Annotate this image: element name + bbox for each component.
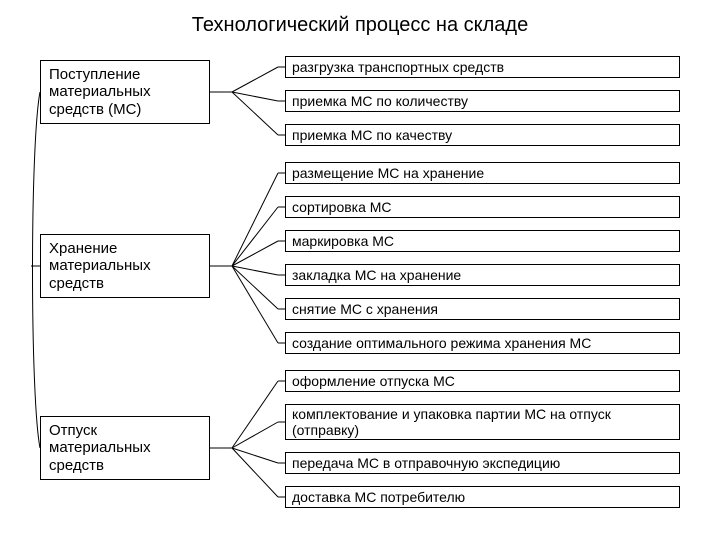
i13: доставка МС потребителю (285, 486, 680, 508)
i1: разгрузка транспортных средств (285, 56, 680, 78)
stage-label: Хранение материальных средств (49, 240, 201, 292)
item-label: доставка МС потребителю (292, 489, 465, 505)
item-label: разгрузка транспортных средств (292, 59, 504, 75)
i10: оформление отпуска МС (285, 370, 680, 392)
stage-storage: Хранение материальных средств (40, 234, 210, 298)
i2: приемка МС по количеству (285, 90, 680, 112)
item-label: создание оптимального режима хранения МС (292, 335, 591, 351)
stage-label: Поступление материальных средств (МС) (49, 66, 201, 118)
stage-release: Отпуск материальных средств (40, 416, 210, 480)
item-label: сортировка МС (292, 199, 392, 215)
item-label: приемка МС по количеству (292, 93, 468, 109)
i7: закладка МС на хранение (285, 264, 680, 286)
stage-label: Отпуск материальных средств (49, 422, 201, 474)
page-title: Технологический процесс на складе (0, 14, 720, 37)
i5: сортировка МС (285, 196, 680, 218)
stage-intake: Поступление материальных средств (МС) (40, 60, 210, 124)
i11: комплектование и упаковка партии МС на о… (285, 404, 680, 440)
item-label: приемка МС по качеству (292, 127, 452, 143)
item-label: снятие МС с хранения (292, 301, 438, 317)
i6: маркировка МС (285, 230, 680, 252)
item-label: передача МС в отправочную экспедицию (292, 455, 560, 471)
item-label: оформление отпуска МС (292, 373, 455, 389)
i3: приемка МС по качеству (285, 124, 680, 146)
item-label: комплектование и упаковка партии МС на о… (292, 406, 673, 438)
i8: снятие МС с хранения (285, 298, 680, 320)
i4: размещение МС на хранение (285, 162, 680, 184)
item-label: маркировка МС (292, 233, 394, 249)
i9: создание оптимального режима хранения МС (285, 332, 680, 354)
item-label: закладка МС на хранение (292, 267, 461, 283)
item-label: размещение МС на хранение (292, 165, 484, 181)
i12: передача МС в отправочную экспедицию (285, 452, 680, 474)
